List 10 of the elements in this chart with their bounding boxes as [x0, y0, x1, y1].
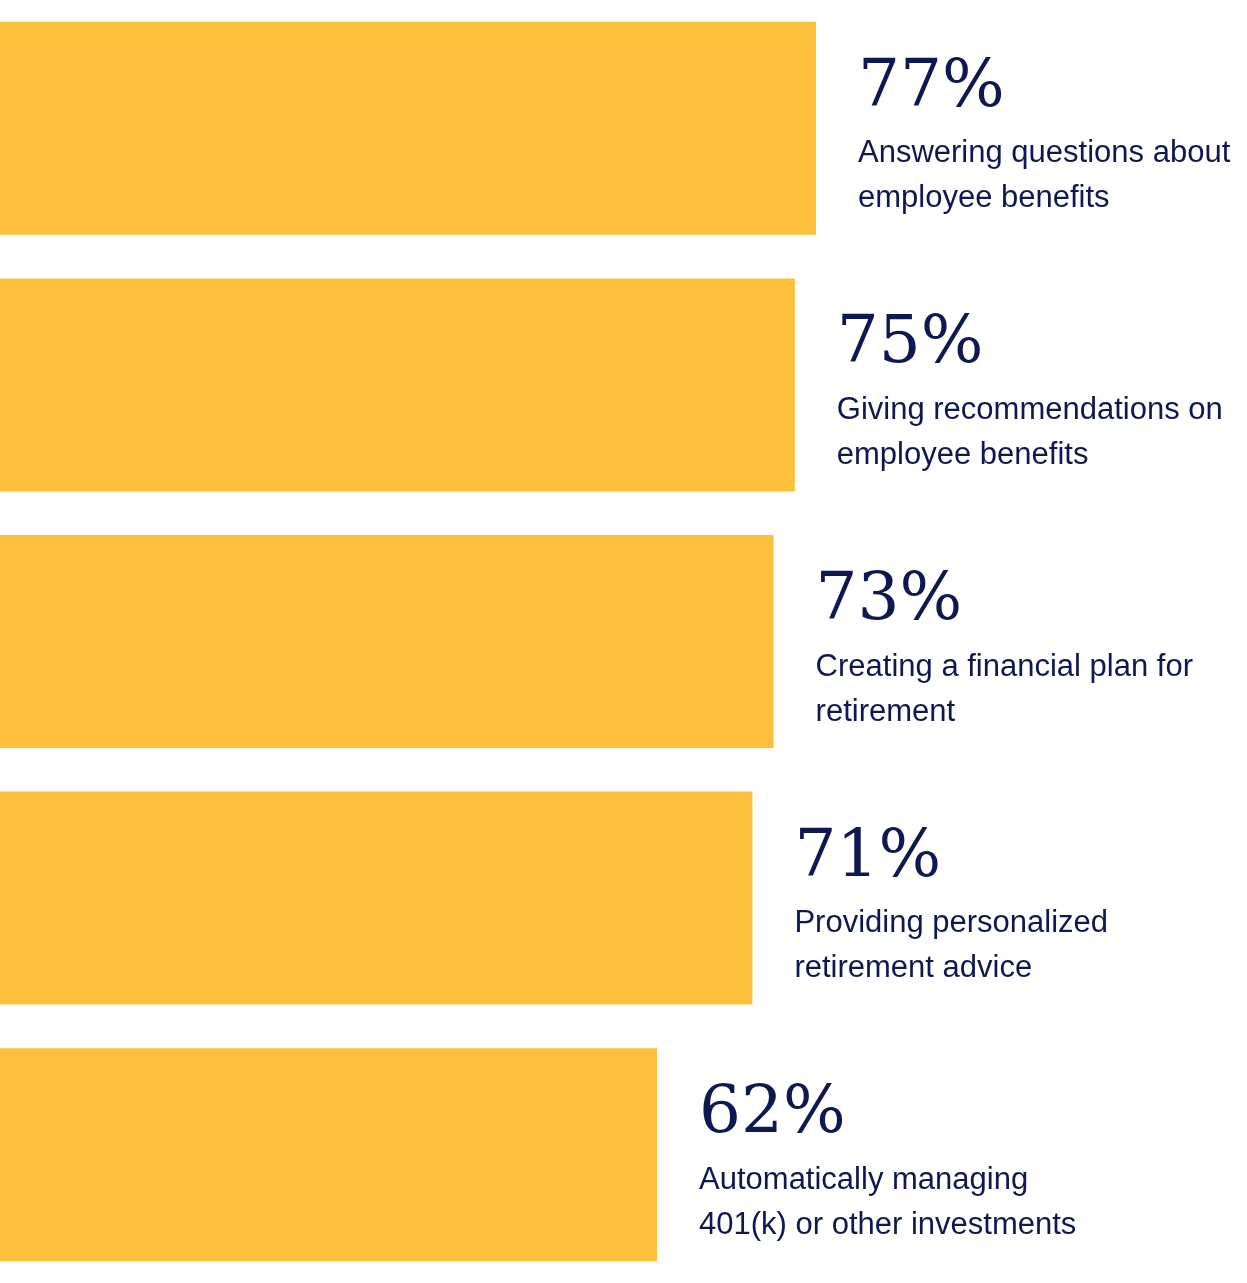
text: Giving recommendations on employee benefits	[836, 390, 1223, 471]
data-label: 77%	[858, 44, 1005, 122]
data-label: 75%	[836, 301, 984, 379]
annotation: Providing personalized retirement advice	[794, 904, 1109, 985]
annotation: Creating a financial plan for retirement	[815, 647, 1193, 728]
text: Answering questions about employee benefits	[858, 134, 1231, 215]
annotation: Automatically managing 401(k) or other investments	[699, 1160, 1077, 1241]
data-label: 62%	[699, 1071, 846, 1149]
data-label: 73%	[815, 558, 963, 635]
data-label: 71%	[794, 814, 942, 892]
